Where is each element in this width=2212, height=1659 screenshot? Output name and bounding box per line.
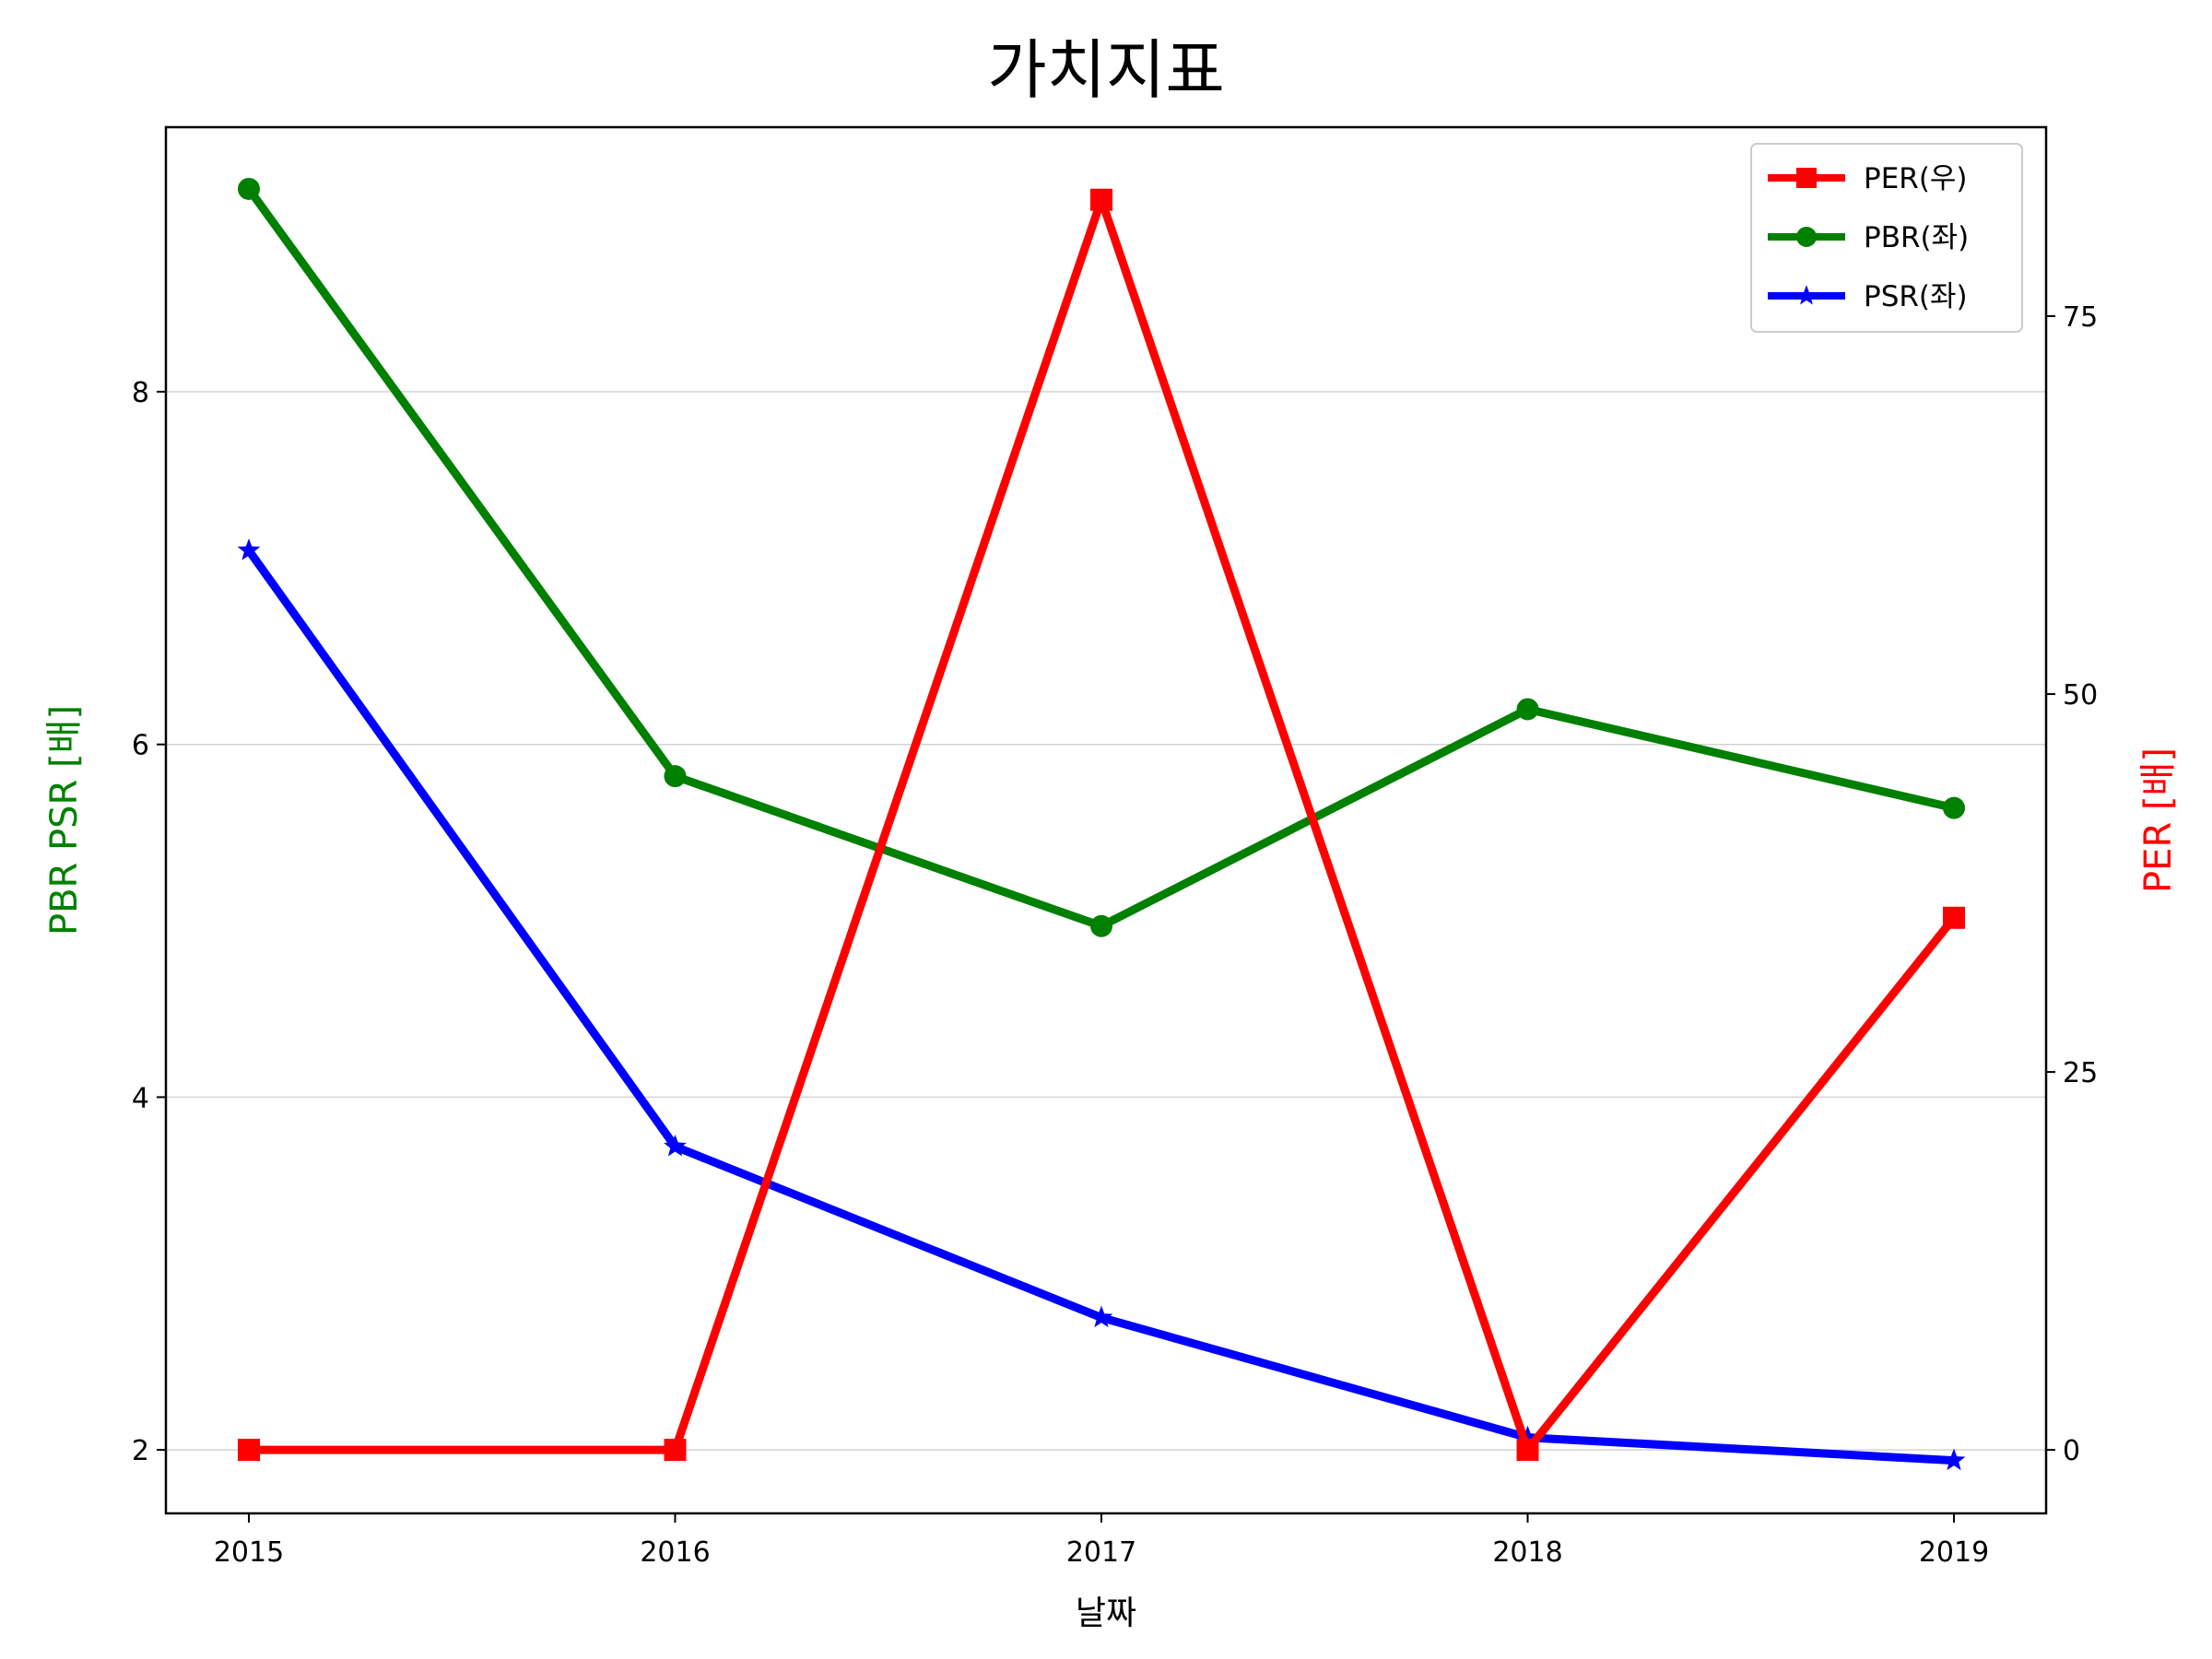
data-point [664,765,687,788]
legend: PER(우) PBR(좌) PSR(좌) [1750,143,2023,333]
data-point [1516,698,1539,721]
data-point [664,1439,687,1462]
data-point [664,1135,687,1157]
left-tick-label: 8 [132,377,149,409]
legend-label: PBR(좌) [1864,221,1969,254]
chart-title: 가치지표 [987,32,1225,108]
series-star [237,538,1966,1471]
x-tick-label: 2015 [214,1536,284,1569]
legend-item: PSR(좌) [1768,280,1968,313]
legend-marker [1795,285,1818,305]
data-point [1943,796,1965,819]
data-point [1090,914,1112,937]
series-line [244,184,1959,931]
legend-marker [1796,168,1817,188]
left-tick-label: 4 [132,1082,149,1114]
x-tick-label: 2017 [1066,1536,1136,1569]
legend-item: PBR(좌) [1768,221,1969,254]
data-point [238,177,260,200]
left-tick-label: 6 [132,730,149,762]
left-y-axis-title: PBR PSR [배] [43,705,86,935]
series-layer [237,177,1966,1471]
data-point [237,538,261,560]
data-point [238,1439,260,1462]
x-axis-title: 날짜 [1076,1594,1136,1632]
series-line [244,195,1959,1454]
legend-marker [1796,227,1817,247]
right-tick-label: 25 [2063,1057,2098,1089]
x-tick-label: 2018 [1492,1536,1562,1569]
series-square [238,188,1965,1462]
data-point [1516,1439,1539,1462]
data-point [1943,906,1965,929]
right-y-axis-title: PER [배] [2137,747,2180,893]
legend-label: PSR(좌) [1864,280,1968,313]
legend-item: PER(우) [1768,162,1968,195]
data-point [1090,188,1112,211]
series-circle [238,177,1965,937]
data-point [1089,1305,1113,1328]
x-axis: 2015 2016 2017 2018 2019 [214,1513,1989,1569]
series-line [244,546,1959,1465]
legend-box [1750,143,2023,333]
x-tick-label: 2019 [1919,1536,1989,1569]
plot-area [164,125,2048,1515]
right-y-axis: 0 25 50 75 [2046,301,2098,1467]
right-tick-label: 75 [2063,301,2098,334]
x-tick-label: 2016 [640,1536,710,1569]
legend-label: PER(우) [1864,162,1968,195]
right-tick-label: 0 [2063,1435,2080,1467]
right-tick-label: 50 [2063,679,2098,712]
left-tick-label: 2 [132,1435,149,1467]
left-y-axis: 2 4 6 8 [132,377,166,1467]
data-point [1516,1425,1539,1448]
data-point [1942,1448,1966,1471]
